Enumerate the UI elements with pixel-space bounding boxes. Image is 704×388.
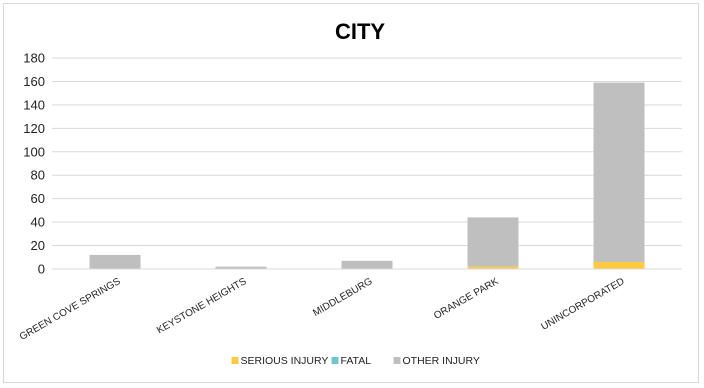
legend-label: SERIOUS INJURY [241, 355, 329, 367]
bars [90, 83, 645, 269]
y-tick-label: 40 [31, 215, 45, 230]
y-axis-ticks: 0 20 40 60 80 100 120 140 160 180 [23, 51, 45, 277]
legend-label: FATAL [341, 355, 372, 367]
legend-swatch [232, 357, 239, 364]
y-tick-label: 160 [23, 74, 45, 89]
legend-label: OTHER INJURY [403, 355, 480, 367]
x-axis-labels: GREEN COVE SPRINGS KEYSTONE HEIGHTS MIDDLE… [18, 276, 627, 343]
chart-title: CITY [335, 19, 385, 44]
y-tick-label: 100 [23, 144, 45, 159]
x-tick-label: GREEN COVE SPRINGS [18, 276, 123, 343]
legend-swatch [394, 357, 401, 364]
legend-swatch [332, 357, 339, 364]
y-tick-label: 60 [31, 191, 45, 206]
x-tick-label: UNINCORPORATED [539, 276, 626, 333]
legend: SERIOUS INJURY FATAL OTHER INJURY [232, 355, 480, 367]
y-tick-label: 0 [38, 262, 45, 277]
x-tick-label: KEYSTONE HEIGHTS [155, 276, 249, 336]
gridlines [52, 58, 682, 246]
bar-other-injury [594, 83, 645, 262]
y-tick-label: 20 [31, 238, 45, 253]
y-tick-label: 140 [23, 97, 45, 112]
bar-other-injury [90, 255, 141, 269]
y-tick-label: 120 [23, 121, 45, 136]
bar-other-injury [342, 261, 393, 269]
bar-serious-injury [594, 262, 645, 269]
y-tick-label: 180 [23, 51, 45, 66]
x-tick-label: ORANGE PARK [432, 276, 501, 322]
bar-other-injury [468, 217, 519, 266]
x-tick-label: MIDDLEBURG [311, 276, 374, 319]
y-tick-label: 80 [31, 168, 45, 183]
